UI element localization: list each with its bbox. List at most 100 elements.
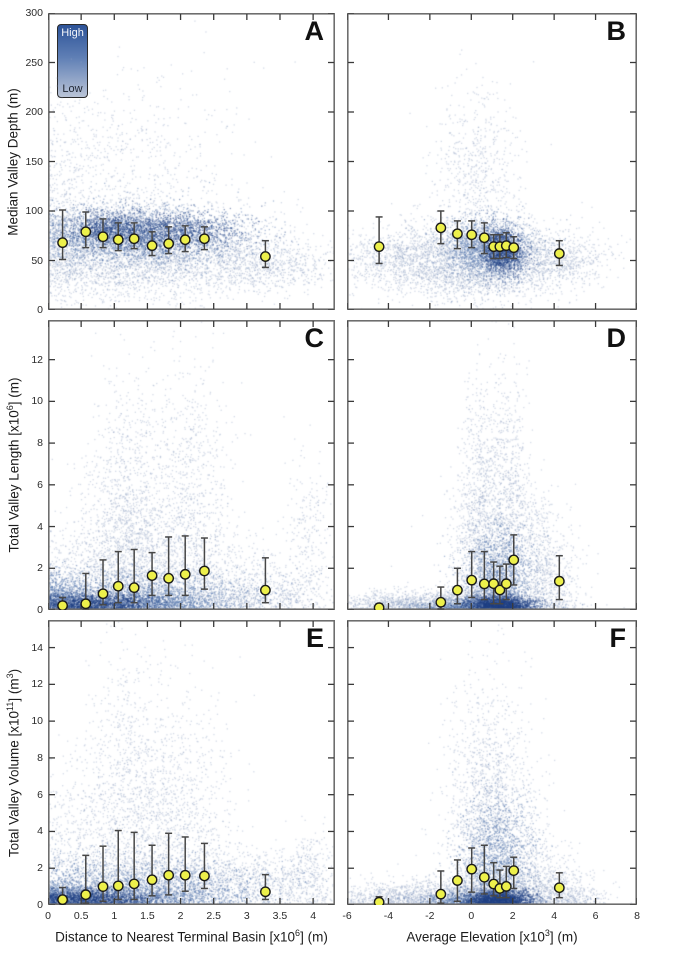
median-point	[553, 575, 565, 587]
median-point	[508, 242, 520, 254]
y-tick-label: 6	[37, 788, 43, 801]
median-point	[80, 226, 92, 238]
y-tick-label: 2	[37, 862, 43, 875]
median-point	[435, 596, 447, 608]
x-tick-label: -4	[383, 910, 394, 922]
median-point	[179, 568, 191, 580]
x-tick-label: 0	[468, 910, 475, 922]
y-tick-label: 12	[31, 353, 43, 366]
median-point	[163, 869, 175, 881]
x-tick-label: 2	[509, 910, 516, 922]
median-point	[452, 875, 463, 886]
median-point	[199, 565, 210, 577]
plot-border	[48, 620, 335, 905]
panel-F-overlay	[347, 620, 637, 905]
x-tick-label: 1	[111, 910, 118, 922]
plot-border	[48, 320, 335, 610]
x-axis-title-col0: Distance to Nearest Terminal Basin [x106…	[55, 928, 328, 945]
y-tick-label: 100	[25, 205, 43, 217]
y-axis-title-row1: Total Valley Length [x106] (m)	[4, 377, 22, 553]
error-bar	[375, 216, 383, 265]
median-point	[57, 894, 68, 905]
median-point	[478, 578, 490, 590]
y-tick-label: 4	[37, 520, 43, 533]
panel-F-density-scatter	[347, 620, 637, 905]
median-point	[112, 234, 124, 246]
median-point	[112, 580, 124, 592]
error-bar	[59, 209, 67, 261]
y-tick-label: 8	[37, 751, 43, 764]
median-point	[508, 554, 520, 566]
median-point	[466, 574, 478, 586]
x-tick-label: 8	[634, 910, 640, 922]
y-tick-label: 12	[31, 678, 43, 691]
panel-C-density-scatter	[48, 320, 335, 610]
plot-border	[347, 13, 637, 310]
median-point	[478, 232, 490, 244]
y-tick-label: 200	[25, 106, 43, 118]
x-tick-label: 3	[243, 910, 250, 922]
y-tick-label: 0	[37, 604, 43, 616]
median-point	[373, 602, 385, 610]
error-bar	[148, 844, 156, 897]
panel-C: C	[48, 320, 335, 610]
panel-C-label: C	[304, 323, 325, 353]
y-tick-label: 10	[31, 715, 43, 728]
y-tick-label: 6	[37, 478, 43, 491]
panel-B: B	[347, 13, 637, 310]
panel-C-overlay	[48, 320, 335, 610]
median-point	[452, 584, 463, 596]
error-bar	[181, 535, 189, 597]
error-bar	[480, 844, 488, 895]
y-tick-label: 8	[37, 437, 43, 450]
y-tick-label: 0	[37, 899, 43, 911]
y-tick-label: 14	[31, 641, 43, 654]
median-point	[128, 582, 140, 594]
median-point	[128, 878, 140, 890]
median-point	[97, 881, 109, 893]
x-tick-label: 3.5	[272, 910, 288, 922]
error-bar	[480, 550, 488, 601]
x-tick-label: 0	[45, 910, 51, 922]
panel-B-density-scatter	[347, 13, 637, 310]
panel-E: E	[48, 620, 335, 905]
median-series	[373, 210, 565, 267]
plot-border	[347, 620, 637, 905]
x-tick-label: 6	[592, 910, 599, 922]
panel-F-label: F	[609, 623, 627, 653]
error-bar	[130, 548, 138, 604]
error-bar	[200, 537, 208, 590]
axis-ticks	[347, 621, 637, 905]
median-point	[435, 222, 447, 234]
median-point	[80, 598, 92, 610]
panel-E-overlay	[48, 620, 335, 905]
median-point	[466, 863, 478, 875]
error-bar	[165, 832, 173, 896]
axis-ticks	[48, 621, 334, 905]
median-series	[57, 209, 271, 269]
y-axis-title-row0: Median Valley Depth (m)	[5, 87, 21, 236]
x-tick-label: 1.5	[140, 910, 155, 922]
x-tick-label: 0.5	[73, 910, 89, 922]
median-point	[179, 234, 191, 246]
median-point	[97, 588, 109, 600]
error-bar	[114, 550, 122, 604]
median-point	[80, 889, 92, 901]
median-point	[466, 229, 478, 241]
median-point	[112, 880, 124, 892]
panel-A-overlay	[48, 13, 335, 310]
x-tick-label: 4	[310, 910, 317, 922]
panel-D: D	[347, 320, 637, 610]
panel-E-density-scatter	[48, 620, 335, 905]
panel-D-label: D	[606, 323, 627, 353]
median-series	[373, 534, 565, 610]
median-point	[508, 865, 520, 877]
panel-E-label: E	[305, 623, 324, 653]
plot-border	[48, 13, 335, 310]
error-bar	[130, 831, 138, 901]
error-bar	[200, 842, 208, 890]
axis-ticks	[48, 321, 334, 610]
plot-border	[347, 320, 637, 610]
panel-A: A	[48, 13, 335, 310]
median-point	[373, 241, 385, 253]
